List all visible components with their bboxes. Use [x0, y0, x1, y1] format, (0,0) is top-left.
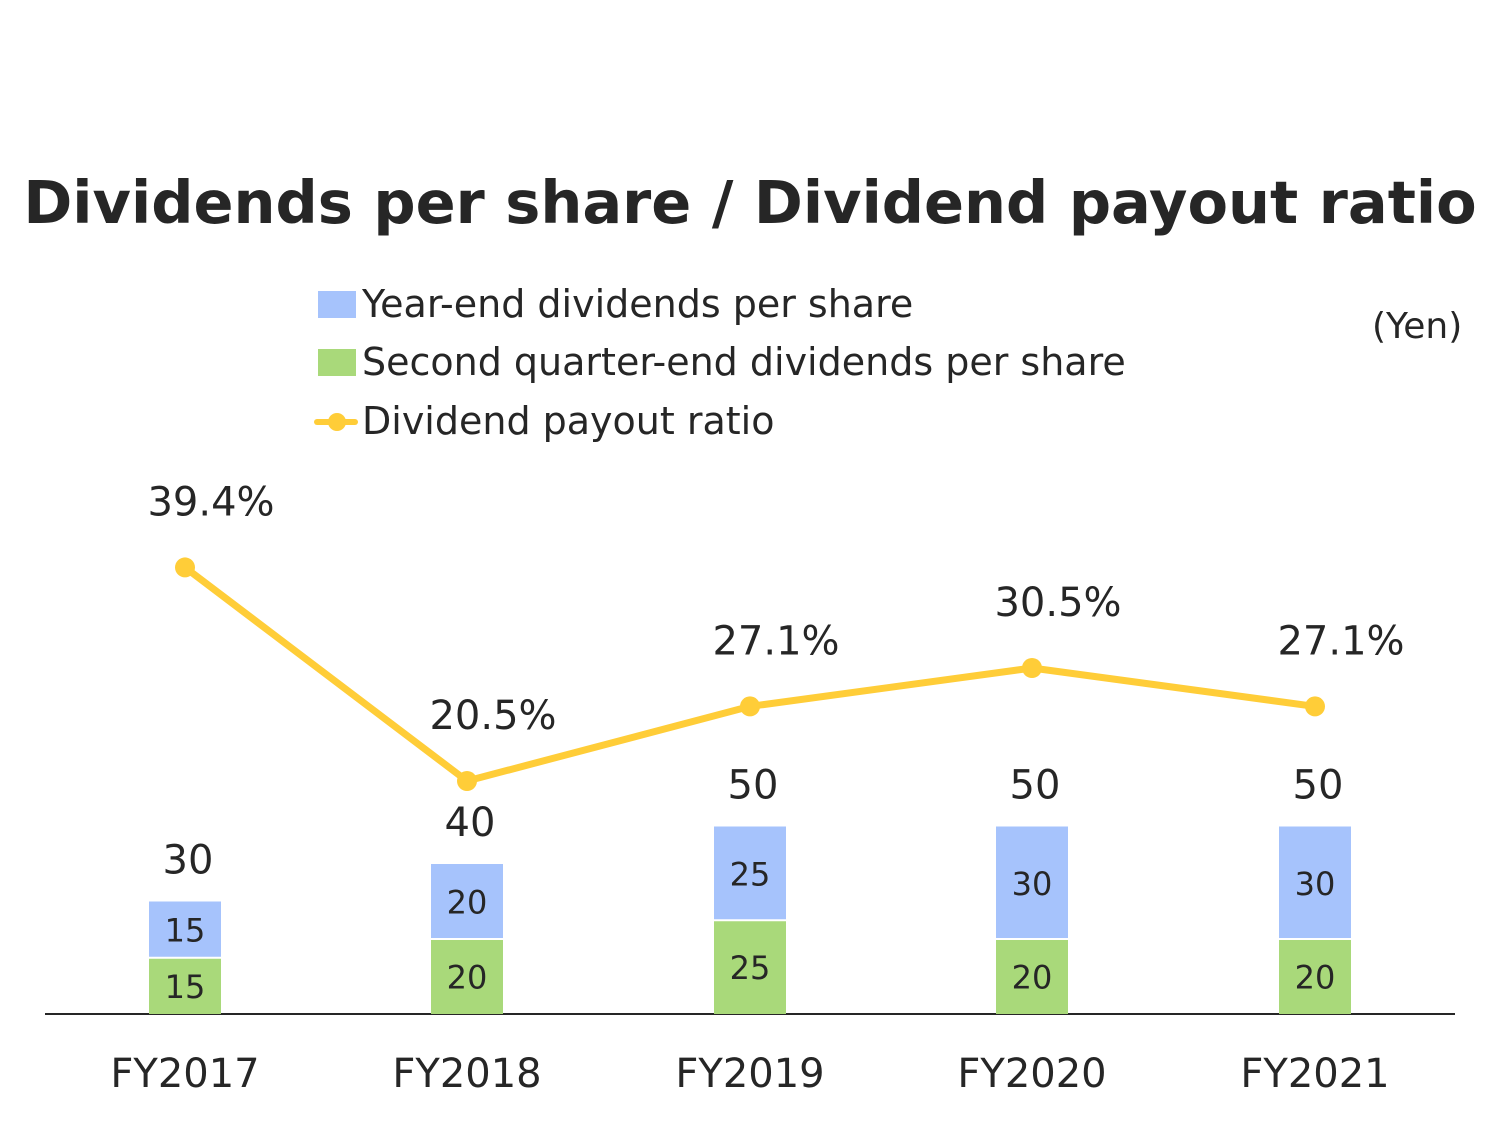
legend-label-second-quarter: Second quarter-end dividends per share — [362, 340, 1126, 384]
bar-year-end-fy2020 — [996, 826, 1068, 939]
data-label-total-fy2017: 30 — [163, 838, 214, 884]
x-tick-label-fy2019: FY2019 — [675, 1051, 824, 1097]
data-label-second-quarter-fy2020: 20 — [1012, 959, 1053, 997]
legend-swatch-year-end — [318, 290, 356, 318]
payout-ratio-point-fy2018 — [457, 771, 477, 791]
bar-second-quarter-fy2019 — [714, 920, 786, 1014]
payout-ratio-label-fy2017: 39.4% — [147, 479, 274, 525]
chart-title: Dividends per share / Dividend payout ra… — [23, 168, 1477, 237]
bar-year-end-fy2017 — [149, 901, 221, 958]
data-label-year-end-fy2018: 20 — [447, 884, 488, 922]
payout-ratio-point-fy2019 — [740, 696, 760, 717]
unit-label: (Yen) — [1372, 306, 1463, 347]
bar-year-end-fy2018 — [431, 864, 503, 939]
legend-label-year-end: Year-end dividends per share — [362, 282, 914, 326]
x-tick-label-fy2018: FY2018 — [392, 1051, 541, 1097]
payout-ratio-label-fy2019: 27.1% — [712, 618, 839, 664]
payout-ratio-line — [181, 563, 1319, 785]
data-label-second-quarter-fy2018: 20 — [447, 959, 488, 997]
legend-item-second-quarter: Second quarter-end dividends per share — [318, 340, 1126, 384]
legend-item-year-end: Year-end dividends per share — [318, 282, 913, 326]
data-label-total-fy2020: 50 — [1010, 763, 1061, 809]
legend-swatch-second-quarter — [318, 348, 356, 376]
data-label-second-quarter-fy2017: 15 — [165, 968, 206, 1006]
payout-ratio-point-fy2021 — [1305, 696, 1325, 717]
data-label-year-end-fy2021: 30 — [1295, 865, 1336, 903]
legend-label-payout-ratio: Dividend payout ratio — [362, 399, 775, 443]
payout-ratio-label-fy2021: 27.1% — [1277, 618, 1404, 664]
data-label-total-fy2021: 50 — [1293, 763, 1344, 809]
bar-second-quarter-fy2021 — [1279, 939, 1351, 1014]
data-label-second-quarter-fy2021: 20 — [1295, 959, 1336, 997]
data-label-year-end-fy2019: 25 — [730, 855, 771, 893]
payout-ratio-label-fy2020: 30.5% — [994, 580, 1121, 626]
legend-item-payout-ratio: Dividend payout ratio — [314, 399, 774, 443]
bar-year-end-fy2019 — [714, 826, 786, 921]
data-label-year-end-fy2020: 30 — [1012, 865, 1053, 903]
payout-ratio-point-fy2017 — [175, 557, 195, 578]
legend-swatch-payout-ratio — [314, 408, 358, 435]
payout-ratio-point-fy2020 — [1022, 658, 1042, 678]
x-tick-label-fy2021: FY2021 — [1240, 1051, 1389, 1097]
bar-year-end-fy2021 — [1279, 826, 1351, 939]
bar-second-quarter-fy2017 — [149, 957, 221, 1014]
payout-ratio-label-fy2018: 20.5% — [429, 693, 556, 739]
data-label-second-quarter-fy2019: 25 — [730, 949, 771, 987]
x-tick-label-fy2017: FY2017 — [110, 1051, 259, 1097]
bar-second-quarter-fy2020 — [996, 939, 1068, 1014]
data-label-total-fy2019: 50 — [728, 763, 779, 809]
x-tick-label-fy2020: FY2020 — [957, 1051, 1106, 1097]
data-label-year-end-fy2017: 15 — [165, 912, 206, 950]
bar-second-quarter-fy2018 — [431, 939, 503, 1014]
data-label-total-fy2018: 40 — [445, 800, 496, 846]
